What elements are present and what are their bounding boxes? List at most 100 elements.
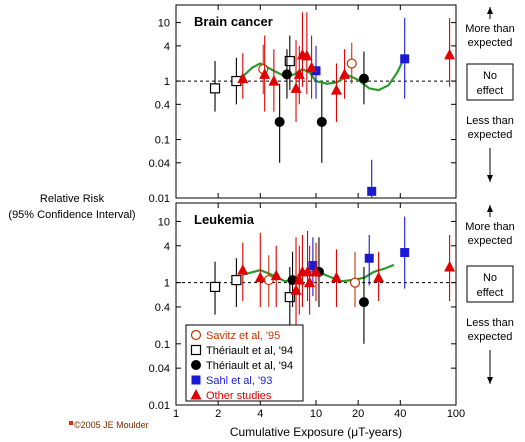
data-point (444, 48, 456, 60)
y-tick-label: 0.01 (149, 400, 170, 412)
data-point (306, 61, 318, 73)
data-point (270, 269, 282, 281)
data-point (373, 271, 385, 283)
data-point (302, 265, 314, 277)
trend-line (242, 59, 405, 92)
legend-marker (190, 389, 202, 400)
no-effect-line1: No (483, 70, 497, 82)
y-tick-label: 0.1 (155, 339, 170, 351)
less-than-expected-line1: Less than (466, 115, 514, 127)
legend-label: Thériault et al, '94 (206, 360, 293, 372)
data-point (330, 84, 342, 95)
y-tick-label: 1 (164, 76, 170, 88)
panels-layer: 10 4 1 0.4 0.1 0.04 0.01 Brain cancer 10 4 1 0.4 0.1… (149, 4, 457, 412)
data-point (310, 265, 322, 277)
credit-mark (69, 421, 73, 425)
series-square-filled (308, 216, 410, 297)
data-point (364, 253, 374, 263)
legend-label: Thériault et al, '94 (206, 345, 293, 357)
y-tick-label: 0.4 (155, 302, 170, 314)
data-point (237, 264, 249, 275)
data-point (284, 291, 295, 303)
data-point (308, 261, 318, 271)
data-point (339, 68, 351, 79)
credit-group: ©2005 JE Moulder (69, 420, 149, 430)
data-point (444, 260, 456, 272)
more-than-expected-line2: expected (468, 37, 513, 49)
series-circle-open (258, 42, 357, 95)
data-point (358, 73, 369, 84)
x-tick-label: 4 (257, 408, 263, 420)
data-point (346, 58, 357, 69)
panel-title: Leukemia (194, 212, 255, 227)
data-point (400, 248, 410, 258)
data-point (254, 271, 266, 283)
x-tick-label: 1 (173, 408, 179, 420)
x-tick-label: 40 (394, 408, 406, 420)
x-axis-label: Cumulative Exposure (μT-years) (230, 425, 402, 439)
less-than-expected-line2: expected (468, 331, 513, 343)
panel-2: 10 4 1 0.4 0.1 0.04 0.01 Leukemia (149, 202, 457, 412)
credit-text: ©2005 JE Moulder (74, 420, 149, 430)
down-arrow-icon (487, 377, 493, 384)
x-tick-label: 2 (215, 408, 221, 420)
x-tick-label: 10 (310, 408, 322, 420)
y-tick-label: 10 (158, 216, 170, 228)
panel-title: Brain cancer (194, 14, 273, 29)
y-tick-label: 4 (164, 241, 170, 253)
no-effect-line2: effect (477, 85, 504, 97)
legend-label: Sahl et al, '93 (206, 375, 272, 387)
series-circle-filled (274, 49, 369, 163)
legend-marker (190, 329, 202, 341)
data-point (268, 75, 280, 86)
data-point (290, 82, 302, 93)
legend-box (185, 324, 304, 402)
more-than-expected-line1: More than (465, 23, 515, 35)
plot-frame (175, 4, 457, 199)
more-than-expected-line1: More than (465, 221, 515, 233)
data-point (284, 55, 295, 67)
no-effect-box (466, 265, 514, 303)
ylabel-line1: Relative Risk (40, 193, 105, 205)
y-tick-label: 0.01 (149, 193, 170, 205)
data-point (301, 49, 313, 61)
less-than-expected-line2: expected (468, 129, 513, 141)
data-point (400, 54, 410, 64)
series-square-filled (311, 17, 410, 198)
ylabel-line2: (95% Confidence Interval) (8, 209, 135, 221)
y-tick-label: 0.4 (155, 99, 170, 111)
y-tick-label: 0.04 (149, 363, 170, 375)
data-point (358, 297, 369, 308)
y-tick-label: 0.1 (155, 135, 170, 147)
more-than-expected-line2: expected (468, 235, 513, 247)
legend-label: Savitz et al, '95 (206, 330, 280, 342)
data-point (330, 271, 342, 283)
data-point (259, 68, 271, 79)
legend-marker (191, 360, 201, 370)
legend-label: Other studies (206, 390, 272, 402)
y-tick-label: 0.04 (149, 158, 170, 170)
legend: Savitz et al, '95 Thériault et al, '94 Thé… (185, 324, 304, 402)
y-tick-label: 4 (164, 41, 170, 53)
legend-marker (191, 375, 201, 385)
data-point (316, 116, 327, 127)
data-point (237, 72, 249, 84)
up-arrow-icon (487, 7, 493, 14)
less-than-expected-line1: Less than (466, 317, 514, 329)
data-point (209, 281, 221, 293)
no-effect-line1: No (483, 272, 497, 284)
y-tick-label: 1 (164, 278, 170, 290)
data-point (367, 186, 377, 196)
series-square-open (209, 35, 295, 112)
x-tick-label: 20 (352, 408, 364, 420)
data-point (281, 69, 292, 80)
data-point (231, 274, 242, 286)
data-point (304, 276, 316, 288)
series-triangle-filled (237, 230, 456, 326)
x-tick-labels: 1 2 4 10 20 40 100 (173, 408, 465, 420)
x-tick-label: 100 (447, 408, 465, 420)
no-effect-box (466, 63, 514, 101)
legend-marker (190, 344, 202, 356)
data-point (349, 277, 361, 288)
